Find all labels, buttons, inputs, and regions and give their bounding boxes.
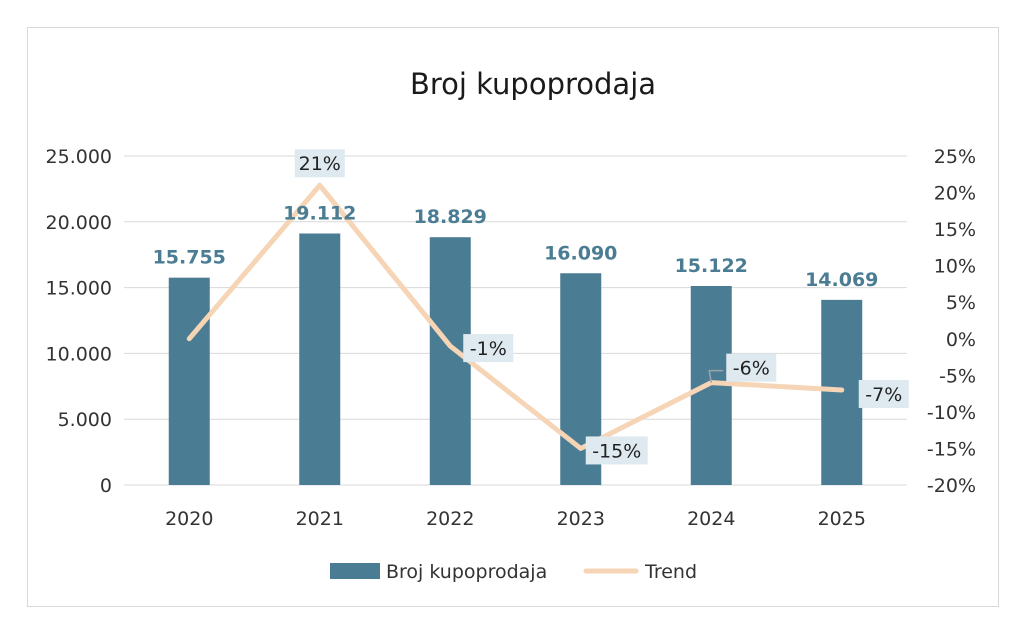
trend-line xyxy=(186,182,845,451)
bar-series xyxy=(168,233,863,485)
y-left-tick-label: 25.000 xyxy=(46,146,112,168)
y-right-tick-label: 10% xyxy=(934,256,976,278)
bar-value-label: 19.112 xyxy=(283,202,356,224)
x-tick-label: 2022 xyxy=(426,508,474,530)
bar-value-label: 15.755 xyxy=(153,247,226,269)
trend-value-label: -1% xyxy=(470,338,507,360)
y-right-tick-label: -10% xyxy=(927,402,976,424)
bar-value-label: 14.069 xyxy=(805,269,878,291)
trend-label-box xyxy=(585,436,648,465)
x-tick-label: 2023 xyxy=(557,508,605,530)
y-right-tick-label: 0% xyxy=(946,329,976,351)
trend-value-label: -6% xyxy=(733,358,770,380)
y-right-tick-label: 5% xyxy=(946,292,976,314)
legend-bar-swatch xyxy=(330,563,380,579)
axes: 0 5.000 10.000 15.000 20.000 25.000 -20% -15% -1… xyxy=(46,146,976,530)
x-tick-label: 2020 xyxy=(165,508,213,530)
bar-value-label: 15.122 xyxy=(675,255,748,277)
trend-label-box xyxy=(858,379,909,408)
chart-title: Broj kupoprodaja xyxy=(410,67,656,101)
trend-value-label: 21% xyxy=(299,153,341,175)
x-tick-label: 2024 xyxy=(687,508,735,530)
trend-label-box xyxy=(463,334,514,363)
trend-value-label: -15% xyxy=(592,440,641,462)
y-right-tick-label: 15% xyxy=(934,219,976,241)
label-leader-line xyxy=(708,369,724,383)
trend-series xyxy=(186,182,845,451)
y-right-tick-label: -20% xyxy=(927,475,976,497)
legend-line-label: Trend xyxy=(644,561,697,583)
trend-value-label: -7% xyxy=(865,384,902,406)
y-left-tick-label: 10.000 xyxy=(46,343,112,365)
legend: Broj kupoprodaja Trend xyxy=(330,561,697,583)
x-tick-label: 2025 xyxy=(818,508,866,530)
y-right-tick-label: 20% xyxy=(934,183,976,205)
y-left-tick-label: 20.000 xyxy=(46,212,112,234)
data-labels: 15.755 19.112 18.829 16.090 15.122 14.069 21% -… xyxy=(153,149,909,465)
x-tick-label: 2021 xyxy=(296,508,344,530)
bar xyxy=(299,233,341,485)
y-right-tick-label: -5% xyxy=(939,365,976,387)
y-right-tick-label: -15% xyxy=(927,438,976,460)
trend-label-box xyxy=(294,149,345,178)
gridlines xyxy=(124,155,907,486)
bar-value-label: 16.090 xyxy=(544,242,617,264)
bar-value-label: 18.829 xyxy=(414,206,487,228)
y-left-tick-label: 15.000 xyxy=(46,278,112,300)
legend-bar-label: Broj kupoprodaja xyxy=(386,561,547,583)
bar xyxy=(168,277,210,485)
y-right-tick-label: 25% xyxy=(934,146,976,168)
trend-label-box xyxy=(726,353,777,382)
y-left-tick-label: 0 xyxy=(100,475,112,497)
y-left-tick-label: 5.000 xyxy=(58,409,112,431)
